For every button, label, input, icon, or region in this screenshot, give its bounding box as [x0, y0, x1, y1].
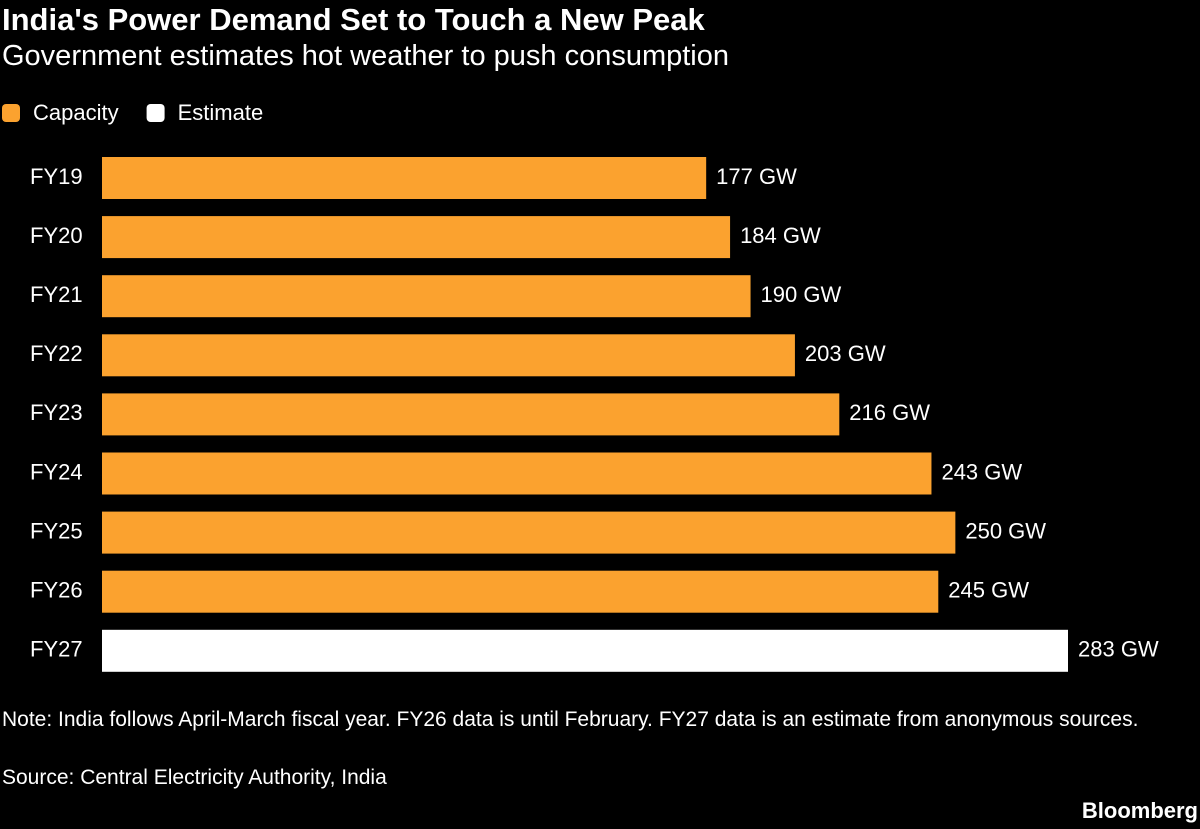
value-label: 203 GW [805, 341, 886, 366]
legend-label: Capacity [33, 100, 119, 125]
brand: Bloomberg [1081, 798, 1198, 823]
legend-label: Estimate [178, 100, 264, 125]
y-tick-label: FY22 [30, 341, 83, 366]
note: Note: India follows April-March fiscal y… [2, 708, 1139, 731]
bar [102, 275, 751, 318]
chart-title: India's Power Demand Set to Touch a New … [2, 2, 705, 37]
y-tick-label: FY25 [30, 518, 83, 543]
bar [102, 511, 956, 554]
bar [102, 216, 731, 259]
value-label: 184 GW [740, 223, 821, 248]
legend-swatch [146, 104, 165, 122]
y-tick-label: FY20 [30, 223, 83, 248]
bar [102, 570, 939, 613]
value-label: 177 GW [716, 164, 797, 189]
y-tick-label: FY26 [30, 578, 83, 603]
value-label: 245 GW [948, 578, 1029, 603]
value-label: 190 GW [761, 282, 842, 307]
bar [102, 157, 707, 199]
y-tick-label: FY24 [30, 459, 83, 484]
chart: Capacity Estimate FY19 177 GW FY20 184 GW FY21… [2, 100, 1159, 672]
y-tick-label: FY23 [30, 400, 83, 425]
value-label: 283 GW [1078, 637, 1159, 662]
value-label: 250 GW [965, 518, 1046, 543]
bar [102, 629, 1068, 672]
legend-swatch [2, 104, 20, 122]
source: Source: Central Electricity Authority, I… [2, 766, 387, 789]
chart-subtitle: Government estimates hot weather to push… [2, 40, 729, 72]
y-tick-label: FY27 [30, 637, 83, 662]
value-label: 216 GW [849, 400, 930, 425]
bar [102, 452, 932, 495]
y-tick-label: FY21 [30, 282, 83, 307]
y-tick-label: FY19 [30, 164, 83, 189]
bar [102, 393, 840, 436]
bar [102, 334, 795, 377]
value-label: 243 GW [941, 459, 1022, 484]
